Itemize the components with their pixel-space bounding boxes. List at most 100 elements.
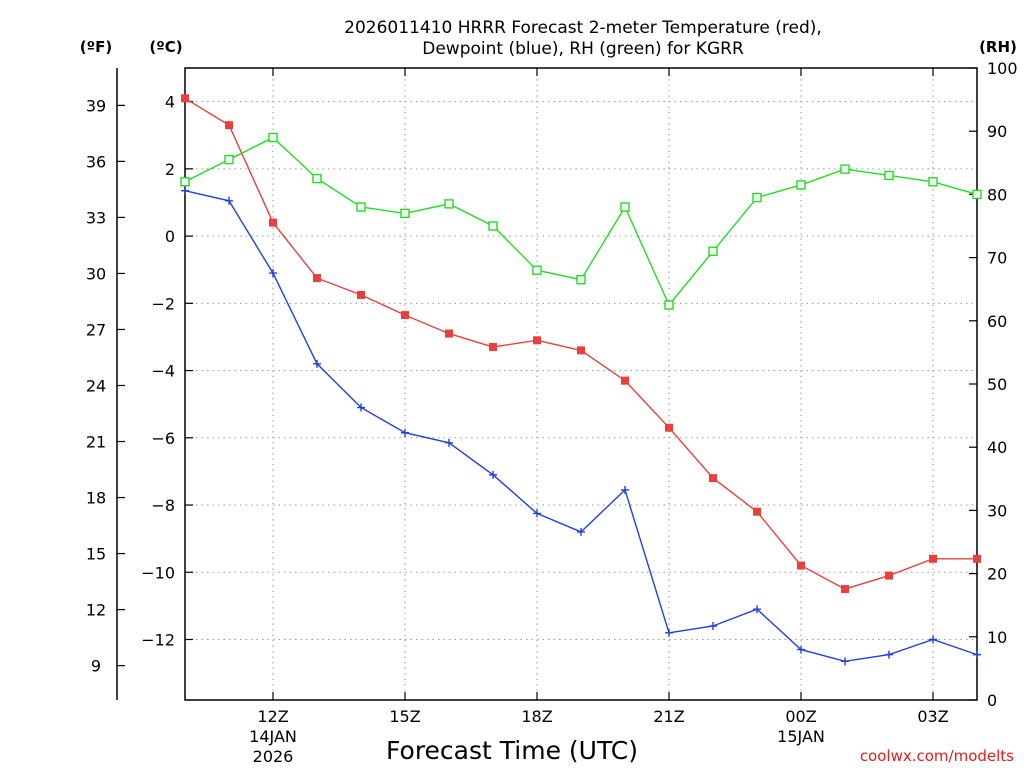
temperature-point	[489, 343, 497, 352]
dewpoint-point	[181, 186, 189, 195]
temperature-point	[313, 274, 321, 283]
celsius-tick-label: −2	[151, 294, 175, 313]
temperature-point	[533, 336, 541, 345]
dewpoint-point	[489, 470, 497, 479]
celsius-tick-label: −4	[151, 362, 175, 381]
temperature-point	[665, 423, 673, 432]
dewpoint-point	[885, 650, 893, 659]
rh-tick-label: 90	[987, 122, 1007, 141]
temperature-point	[709, 474, 717, 483]
rh-point	[708, 246, 718, 256]
temperature-point	[885, 571, 893, 580]
celsius-unit-label: (ºC)	[149, 38, 182, 56]
temperature-point	[577, 346, 585, 355]
series-rh	[180, 132, 982, 310]
dewpoint-point	[225, 196, 233, 205]
x-tick-label: 18Z	[521, 707, 552, 726]
dewpoint-point	[753, 605, 761, 614]
rh-point	[752, 192, 762, 203]
rh-tick-label: 100	[987, 59, 1018, 78]
rh-point	[840, 164, 850, 174]
x-year-label: 2026	[253, 747, 294, 766]
fahrenheit-tick-label: 21	[86, 433, 106, 452]
fahrenheit-tick-label: 12	[86, 601, 106, 620]
dewpoint-point	[621, 485, 629, 494]
temperature-point	[841, 585, 849, 594]
celsius-tick-label: 4	[165, 93, 175, 112]
series-dewpoint	[181, 186, 981, 666]
celsius-tick-label: −8	[151, 496, 175, 515]
rh-point	[180, 177, 190, 187]
temperature-point	[929, 554, 937, 563]
dewpoint-point	[929, 635, 937, 644]
x-tick-label: 00Z	[785, 707, 816, 726]
fahrenheit-tick-label: 27	[86, 320, 106, 339]
temperature-line	[184, 97, 977, 590]
dewpoint-point	[973, 650, 981, 659]
dewpoint-point	[709, 622, 717, 631]
temperature-point	[269, 218, 277, 227]
fahrenheit-unit-label: (ºF)	[80, 38, 112, 56]
rh-tick-label: 30	[987, 501, 1007, 520]
rh-tick-label: 40	[987, 438, 1007, 457]
rh-tick-label: 80	[987, 185, 1007, 204]
temperature-point	[225, 121, 233, 130]
series	[180, 94, 982, 666]
rh-tick-label: 20	[987, 565, 1007, 584]
temperature-point	[797, 561, 805, 570]
rh-tick-label: 70	[987, 249, 1007, 268]
fahrenheit-tick-label: 24	[86, 376, 106, 395]
celsius-tick-label: −6	[151, 429, 175, 448]
rh-tick-label: 0	[987, 691, 997, 710]
temperature-point	[401, 311, 409, 320]
rh-point	[620, 202, 630, 212]
chart-title-line2: Dewpoint (blue), RH (green) for KGRR	[422, 39, 744, 59]
x-date-label: 15JAN	[777, 727, 825, 746]
celsius-tick-label: −10	[141, 563, 175, 582]
fahrenheit-tick-label: 36	[86, 152, 106, 171]
dewpoint-point	[577, 527, 585, 536]
dewpoint-point	[401, 428, 409, 437]
fahrenheit-tick-label: 30	[86, 264, 106, 283]
fahrenheit-tick-label: 33	[86, 208, 106, 227]
temperature-point	[445, 329, 453, 338]
rh-tick-label: 60	[987, 312, 1007, 331]
temperature-point	[181, 94, 189, 103]
dewpoint-point	[313, 359, 321, 368]
rh-tick-label: 10	[987, 628, 1007, 647]
rh-point	[532, 265, 542, 275]
rh-point	[224, 154, 234, 165]
x-axis-title: Forecast Time (UTC)	[386, 736, 638, 765]
axes: 420−2−4−6−8−10−1239363330272421181512910…	[86, 59, 1018, 766]
plot-frame	[184, 67, 978, 701]
chart-title-line1: 2026011410 HRRR Forecast 2-meter Tempera…	[344, 18, 822, 38]
celsius-tick-label: 0	[165, 227, 175, 246]
credit-text: coolwx.com/modelts	[860, 747, 1014, 765]
dewpoint-point	[533, 509, 541, 518]
dewpoint-point	[841, 657, 849, 666]
dewpoint-point	[665, 628, 673, 637]
rh-point	[576, 275, 586, 285]
temperature-point	[753, 507, 761, 516]
temperature-point	[973, 554, 981, 563]
rh-point	[444, 199, 454, 209]
series-temperature	[181, 94, 981, 594]
rh-point	[488, 221, 498, 231]
x-tick-label: 21Z	[653, 707, 684, 726]
rh-point	[664, 300, 674, 310]
fahrenheit-tick-label: 39	[86, 96, 106, 115]
temperature-point	[621, 376, 629, 385]
celsius-tick-label: −12	[141, 630, 175, 649]
rh-point	[268, 132, 278, 143]
dewpoint-point	[797, 645, 805, 654]
x-tick-label: 03Z	[917, 707, 948, 726]
rh-point	[796, 180, 806, 190]
x-tick-label: 12Z	[257, 707, 288, 726]
dewpoint-point	[269, 269, 277, 278]
dewpoint-point	[357, 403, 365, 412]
grid	[185, 68, 977, 700]
rh-tick-label: 50	[987, 375, 1007, 394]
fahrenheit-tick-label: 15	[86, 545, 106, 564]
fahrenheit-tick-label: 18	[86, 489, 106, 508]
